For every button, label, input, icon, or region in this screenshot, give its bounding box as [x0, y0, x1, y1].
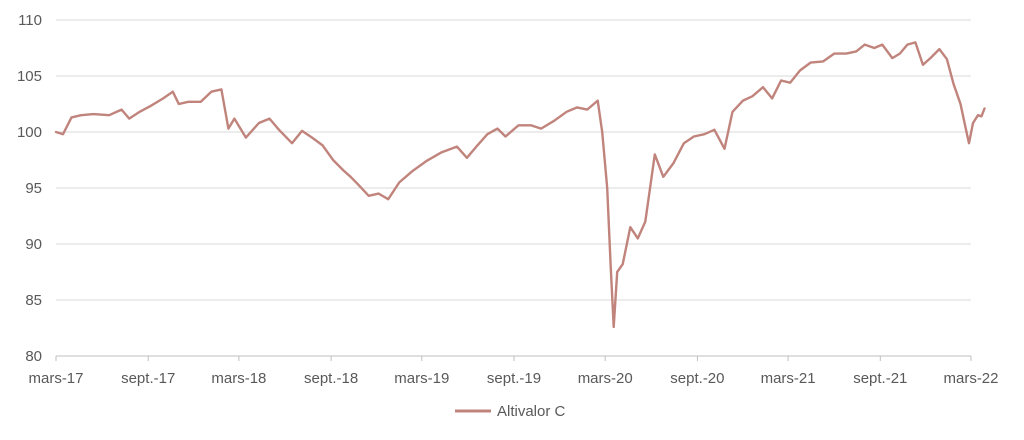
y-tick-label: 105 [17, 68, 42, 85]
legend-label: Altivalor C [497, 403, 566, 420]
gridlines [56, 19, 971, 301]
x-tick-label: mars-19 [394, 370, 449, 387]
series-layer [54, 41, 986, 329]
y-axis: 80 85 90 95 100 105 110 [17, 12, 42, 365]
x-tick-label: mars-21 [761, 370, 816, 387]
y-tick-label: 90 [25, 236, 42, 253]
legend: Altivalor C [455, 403, 566, 420]
series-line [54, 41, 986, 329]
x-tick-label: sept.-20 [670, 370, 724, 387]
x-tick-label: sept.-19 [487, 370, 541, 387]
y-tick-label: 110 [18, 12, 42, 29]
y-tick-label: 85 [25, 292, 42, 309]
y-tick-label: 80 [25, 348, 42, 365]
x-tick-label: sept.-21 [853, 370, 907, 387]
x-axis: mars-17 sept.-17 mars-18 sept.-18 mars-19 sep… [28, 355, 999, 387]
x-tick-label: mars-17 [28, 370, 83, 387]
x-tick-label: sept.-18 [304, 370, 358, 387]
x-tick-label: mars-22 [943, 370, 998, 387]
x-tick-label: mars-18 [211, 370, 266, 387]
x-tick-label: sept.-17 [121, 370, 175, 387]
y-tick-label: 95 [25, 180, 42, 197]
x-tick-label: mars-20 [578, 370, 633, 387]
y-tick-label: 100 [17, 124, 42, 141]
